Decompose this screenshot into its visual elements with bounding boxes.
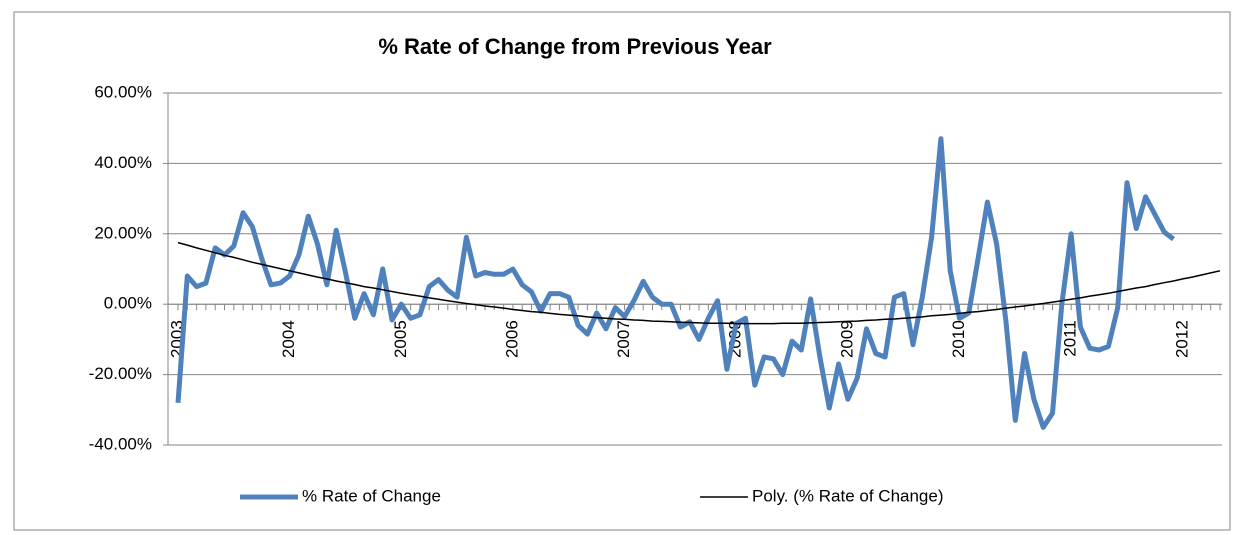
chart-border: [13, 11, 1231, 531]
x-tick-label: 2010: [949, 320, 968, 358]
x-tick-label: 2012: [1172, 320, 1191, 358]
x-tick-label: 2007: [614, 320, 633, 358]
x-tick-label: 2011: [1061, 320, 1080, 357]
y-tick-label: -20.00%: [89, 364, 152, 383]
y-tick-label: 0.00%: [104, 294, 152, 313]
x-tick-label: 2006: [502, 320, 521, 358]
series-line: [177, 241, 1221, 325]
legend-label: % Rate of Change: [302, 486, 441, 505]
y-tick-label: 20.00%: [94, 223, 152, 242]
y-tick-label: -40.00%: [89, 434, 152, 453]
y-tick-label: 60.00%: [94, 82, 152, 101]
y-tick-label: 40.00%: [94, 153, 152, 172]
legend-label: Poly. (% Rate of Change): [752, 486, 944, 505]
chart-title: % Rate of Change from Previous Year: [378, 34, 772, 59]
series-line: [175, 136, 1176, 430]
x-tick-label: 2004: [279, 320, 298, 358]
x-tick-label: 2009: [837, 320, 856, 358]
x-tick-label: 2005: [391, 320, 410, 358]
